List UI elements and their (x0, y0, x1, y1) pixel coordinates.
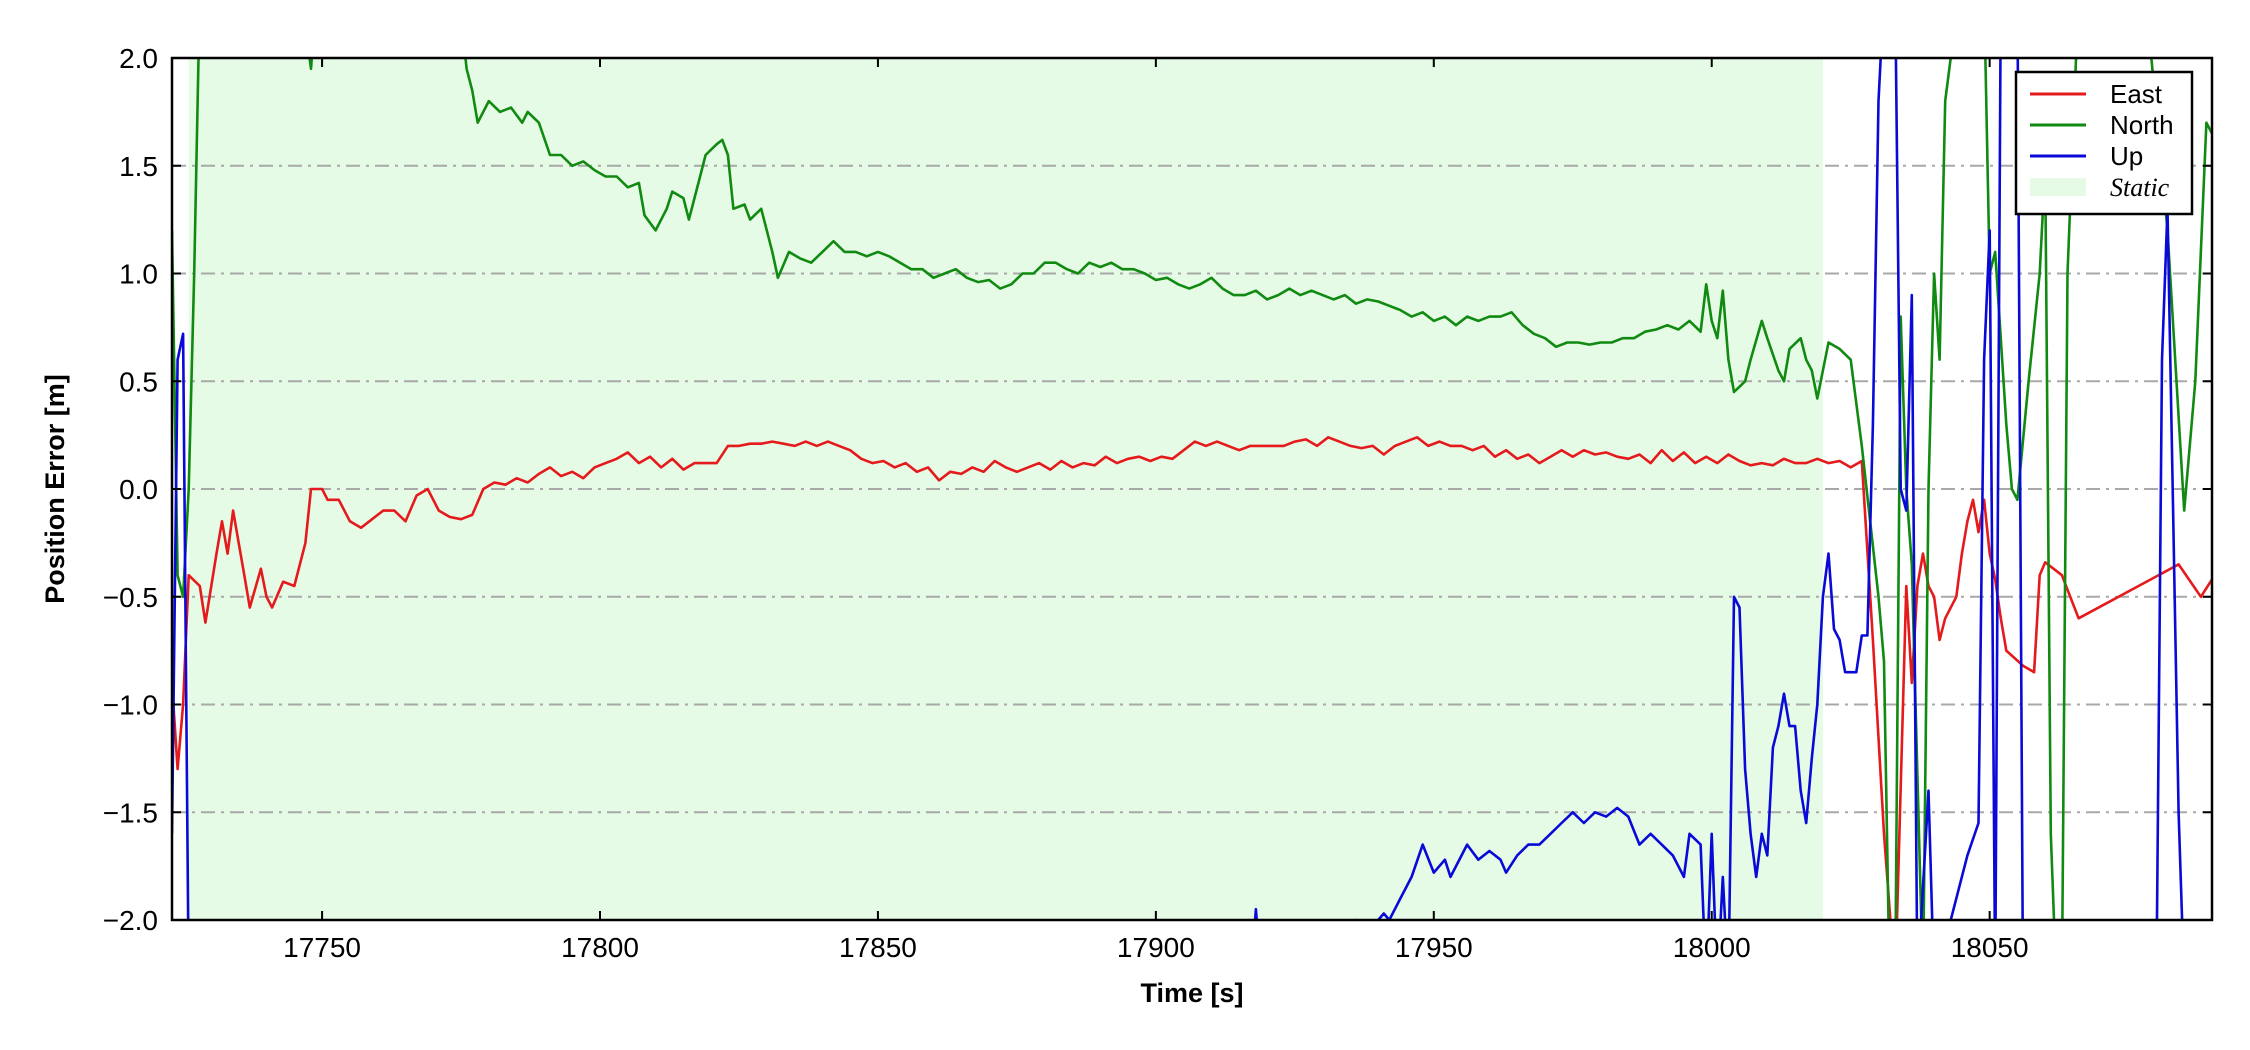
x-tick-label-4: 17950 (1395, 932, 1473, 963)
legend-swatch-static (2030, 178, 2086, 196)
x-axis-title: Time [s] (1140, 978, 1243, 1008)
y-tick-label-4: 0.0 (119, 474, 158, 505)
x-tick-label-2: 17850 (839, 932, 917, 963)
x-tick-label-6: 18050 (1951, 932, 2029, 963)
legend-label-static: Static (2110, 173, 2170, 202)
x-tick-label-0: 17750 (283, 932, 361, 963)
y-tick-label-6: −1.0 (103, 690, 158, 721)
y-tick-label-7: −1.5 (103, 797, 158, 828)
axis-ticks: 17750 17800 17850 17900 17950 18000 18050 2.0 1.… (103, 43, 2212, 963)
series-line-east (172, 436, 2212, 920)
series-lines (172, 58, 2212, 920)
y-tick-label-8: −2.0 (103, 905, 158, 936)
y-tick-label-1: 1.5 (119, 151, 158, 182)
x-tick-label-3: 17900 (1117, 932, 1195, 963)
grid-lines (172, 164, 2212, 814)
y-tick-label-2: 1.0 (119, 259, 158, 290)
legend-label-north: North (2110, 110, 2174, 140)
y-axis-title: Position Error [m] (40, 374, 70, 604)
y-tick-label-0: 2.0 (119, 43, 158, 74)
legend-label-up: Up (2110, 141, 2143, 171)
x-tick-label-1: 17800 (561, 932, 639, 963)
series-line-north (172, 58, 2212, 920)
y-tick-label-3: 0.5 (119, 366, 158, 397)
series-line-up (172, 58, 2184, 920)
legend-label-east: East (2110, 79, 2163, 109)
x-tick-label-5: 18000 (1673, 932, 1751, 963)
y-tick-label-5: −0.5 (103, 582, 158, 613)
